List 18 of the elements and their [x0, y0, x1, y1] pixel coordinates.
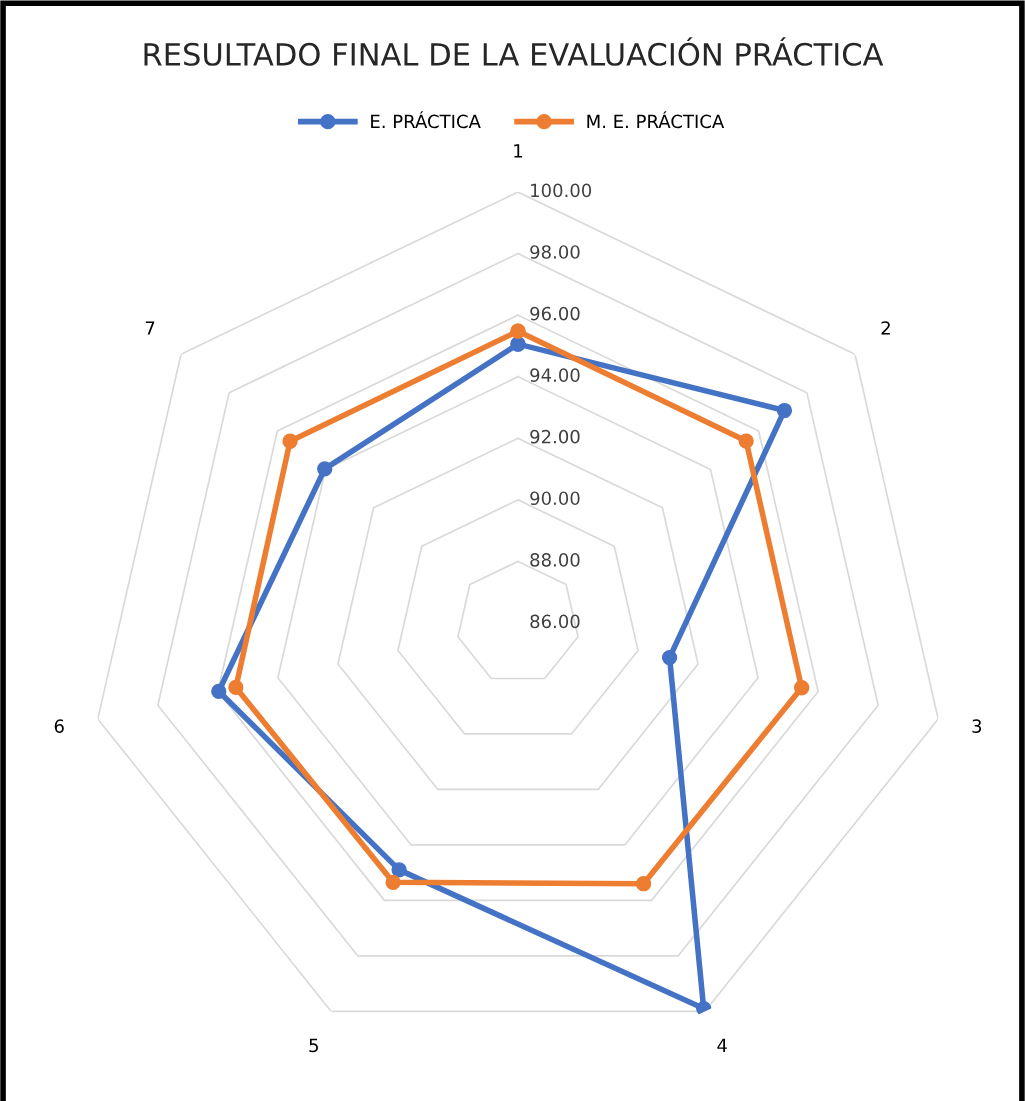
y-tick-label: 96.00 [530, 306, 580, 321]
y-tick-label: 90.00 [530, 491, 580, 506]
y-tick-label: 94.00 [530, 368, 580, 382]
y-tick-label: 92.00 [530, 429, 580, 444]
spoke-label: 6 [54, 719, 64, 733]
y-tick-label: 98.00 [530, 245, 580, 259]
spoke-label: 4 [717, 1038, 727, 1052]
y-tick-label: 86.00 [530, 614, 580, 629]
legend-label: M. E. PRÁCTICA [587, 111, 725, 129]
spoke-label: 7 [145, 321, 155, 335]
spoke-label: 5 [309, 1038, 318, 1053]
y-tick-label: 100.00 [531, 183, 592, 198]
y-tick-label: 88.00 [530, 553, 580, 567]
spoke-label: 2 [881, 321, 890, 335]
legend-label: E. PRÁCTICA [371, 111, 481, 129]
chart-title: RESULTADO FINAL DE LA EVALUACIÓN PRÁCTICA [144, 37, 884, 66]
spoke-label: 1 [514, 144, 523, 158]
spoke-label: 3 [972, 719, 982, 733]
